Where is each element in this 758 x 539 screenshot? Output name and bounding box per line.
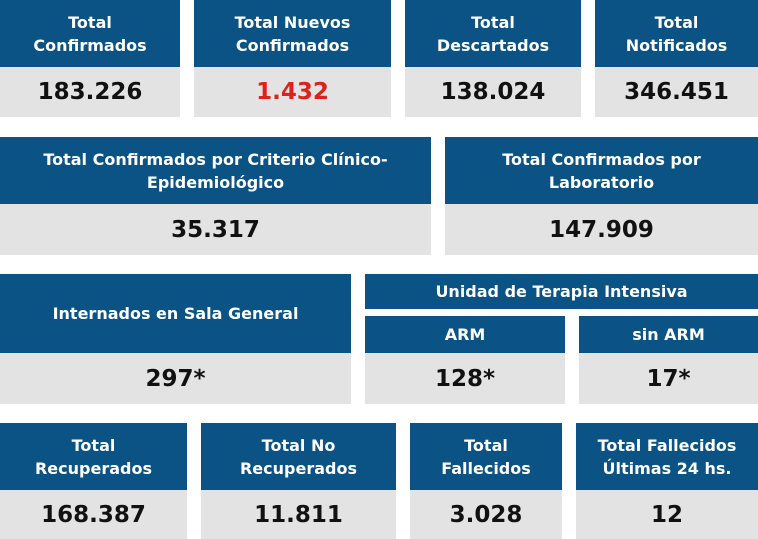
- card-value: 168.387: [0, 490, 187, 539]
- card-label: Total Recuperados: [0, 423, 187, 490]
- card-value: 183.226: [0, 67, 180, 117]
- card-total-confirmados: Total Confirmados 183.226: [0, 0, 180, 117]
- card-value: 128*: [365, 353, 565, 404]
- card-value: 35.317: [0, 204, 431, 255]
- card-value: 11.811: [201, 490, 396, 539]
- card-label: Total No Recuperados: [201, 423, 396, 490]
- card-total-fallecidos: Total Fallecidos 3.028: [410, 423, 562, 539]
- card-value: 346.451: [595, 67, 758, 117]
- card-value: 297*: [0, 353, 351, 404]
- card-internados-sala-general: Internados en Sala General 297*: [0, 274, 351, 404]
- card-label: Total Confirmados por Criterio Clínico-E…: [0, 137, 431, 204]
- card-total-recuperados: Total Recuperados 168.387: [0, 423, 187, 539]
- card-value: 3.028: [410, 490, 562, 539]
- card-label: ARM: [365, 316, 565, 353]
- card-confirmados-criterio-clinico: Total Confirmados por Criterio Clínico-E…: [0, 137, 431, 255]
- card-label: Total Nuevos Confirmados: [194, 0, 391, 67]
- card-value: 12: [576, 490, 758, 539]
- card-uti-arm: ARM 128*: [365, 316, 565, 404]
- card-label: Total Confirmados: [0, 0, 180, 67]
- card-total-nuevos-confirmados: Total Nuevos Confirmados 1.432: [194, 0, 391, 117]
- card-total-notificados: Total Notificados 346.451: [595, 0, 758, 117]
- card-label: Total Confirmados por Laboratorio: [445, 137, 758, 204]
- card-total-no-recuperados: Total No Recuperados 11.811: [201, 423, 396, 539]
- uti-label: Unidad de Terapia Intensiva: [365, 274, 758, 309]
- card-confirmados-laboratorio: Total Confirmados por Laboratorio 147.90…: [445, 137, 758, 255]
- card-label: Total Fallecidos Últimas 24 hs.: [576, 423, 758, 490]
- card-label: Total Fallecidos: [410, 423, 562, 490]
- card-uti-sin-arm: sin ARM 17*: [579, 316, 758, 404]
- card-value: 1.432: [194, 67, 391, 117]
- card-label: Total Descartados: [405, 0, 581, 67]
- card-total-descartados: Total Descartados 138.024: [405, 0, 581, 117]
- card-value: 147.909: [445, 204, 758, 255]
- card-value: 17*: [579, 353, 758, 404]
- card-label: sin ARM: [579, 316, 758, 353]
- card-fallecidos-ultimas-24hs: Total Fallecidos Últimas 24 hs. 12: [576, 423, 758, 539]
- card-value: 138.024: [405, 67, 581, 117]
- card-label: Total Notificados: [595, 0, 758, 67]
- uti-header: Unidad de Terapia Intensiva: [365, 274, 758, 309]
- card-label: Internados en Sala General: [0, 274, 351, 353]
